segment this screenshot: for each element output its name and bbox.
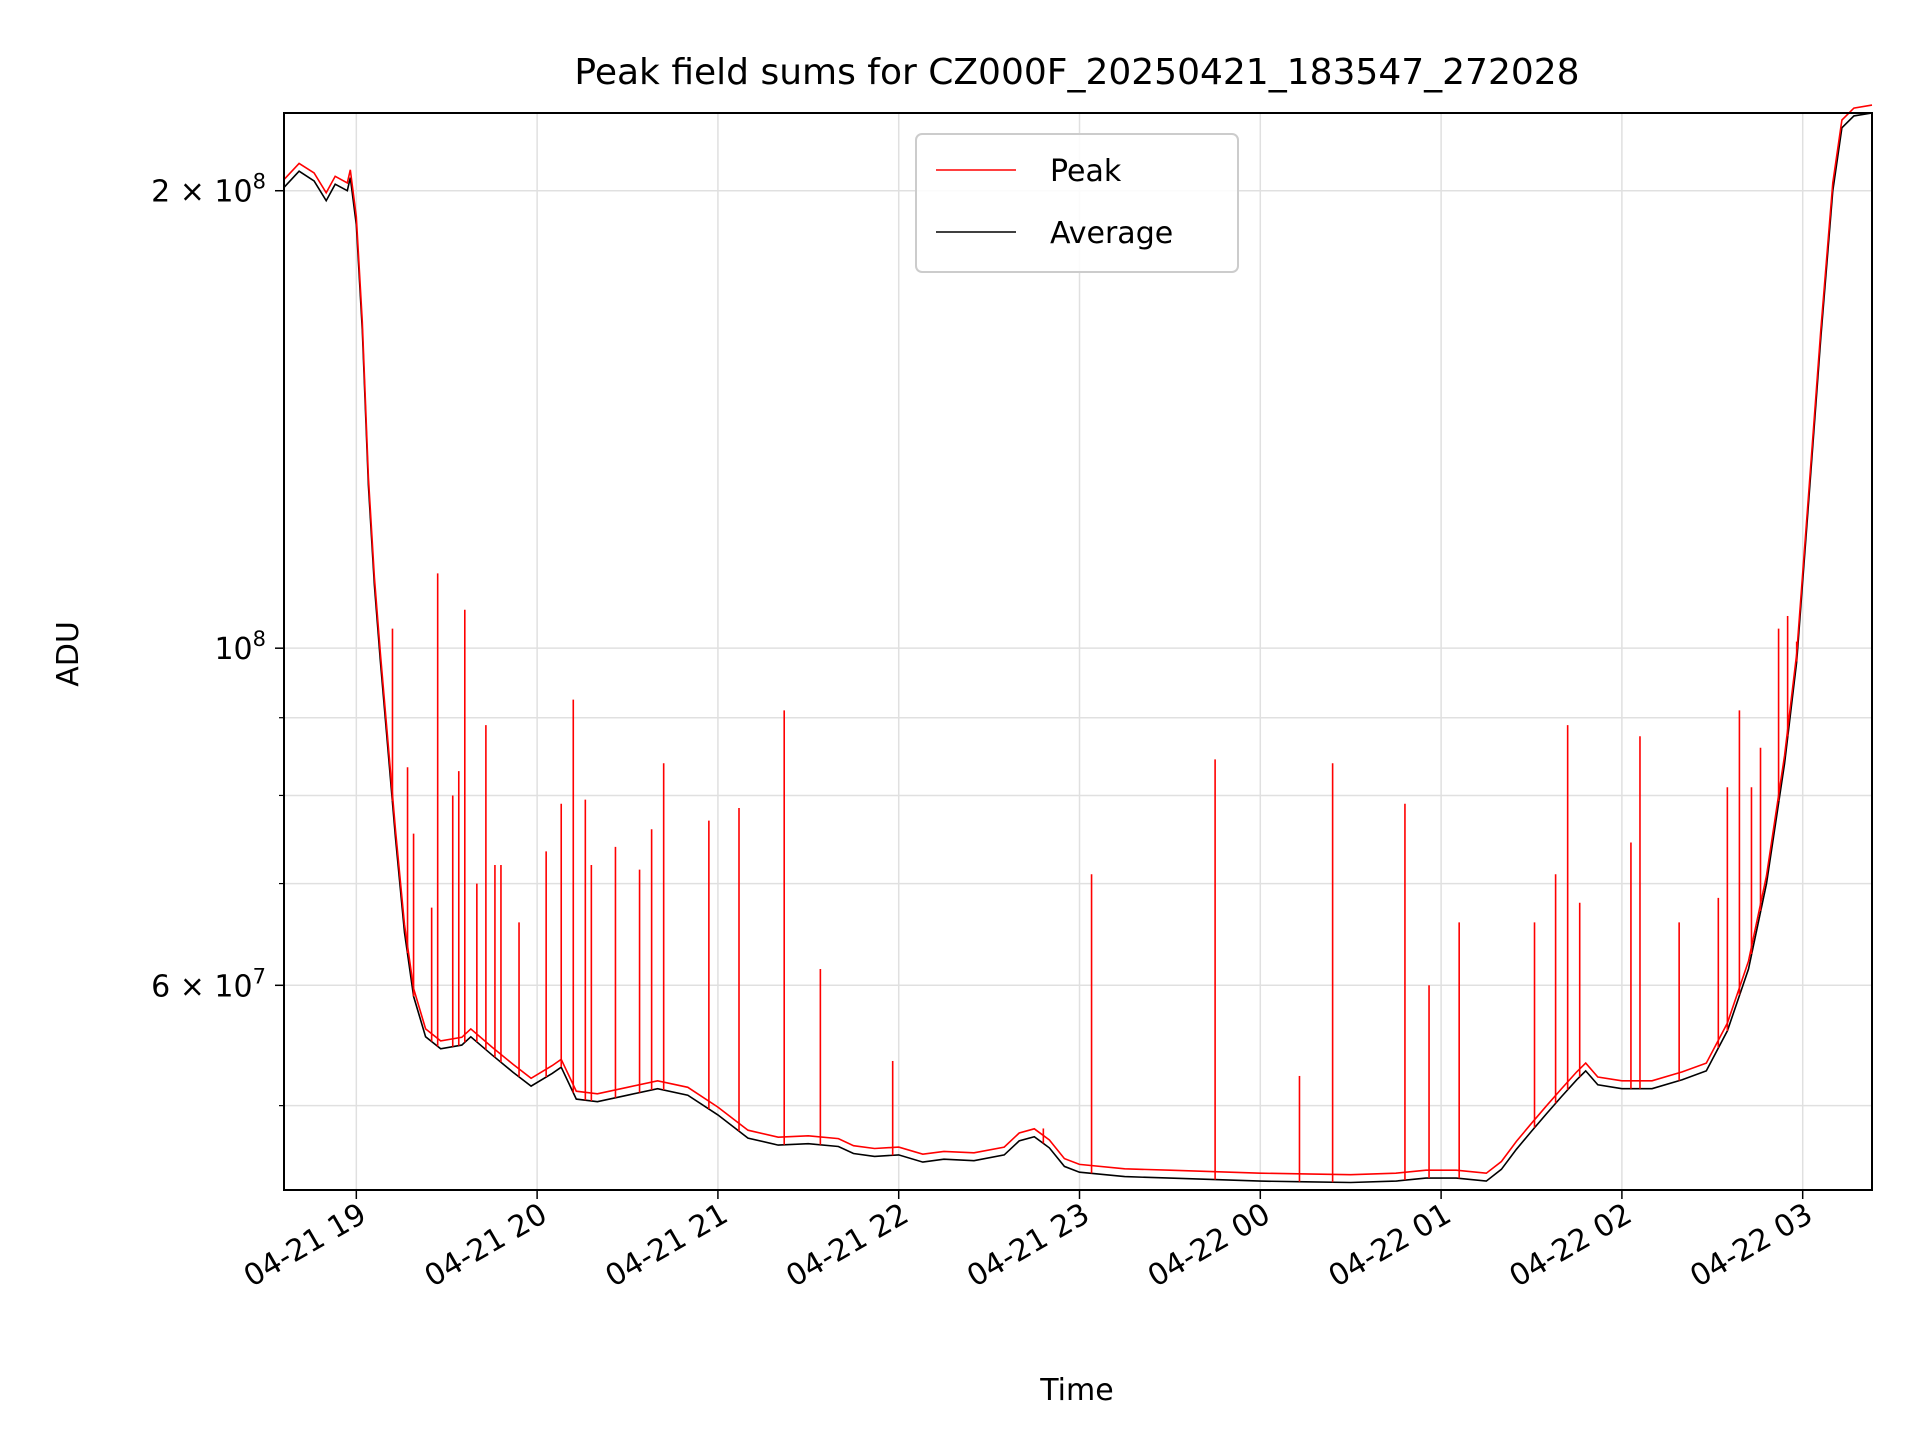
y-tick-label: 6 × 107 bbox=[151, 964, 266, 1004]
legend-box bbox=[915, 133, 1239, 273]
y-axis: 6 × 107 108 2 × 108 bbox=[151, 170, 284, 1107]
legend: Peak Average bbox=[915, 133, 1239, 273]
y-tick-label: 2 × 108 bbox=[151, 170, 266, 210]
legend-label-peak: Peak bbox=[1050, 154, 1122, 189]
series-peak bbox=[283, 104, 1873, 1183]
plot-frame bbox=[283, 112, 1873, 1191]
y-tick-label: 108 bbox=[214, 627, 266, 667]
peak-line bbox=[283, 104, 1873, 1176]
x-axis-label: Time bbox=[1039, 1373, 1113, 1408]
chart-title: Peak field sums for CZ000F_20250421_1835… bbox=[574, 52, 1579, 93]
y-axis-label: ADU bbox=[51, 621, 86, 687]
grid bbox=[284, 113, 1872, 1190]
legend-label-average: Average bbox=[1050, 216, 1173, 251]
